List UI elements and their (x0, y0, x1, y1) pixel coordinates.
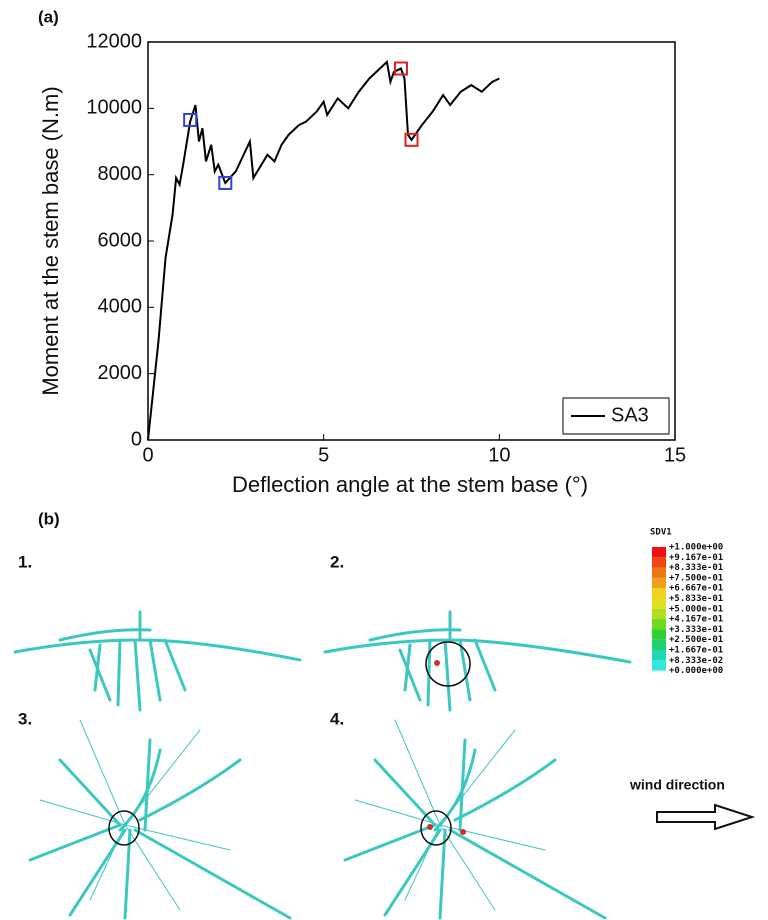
highlight-marker (393, 61, 408, 76)
colorbar-label: +8.333e-02 (669, 656, 723, 666)
damage-circle (425, 641, 471, 687)
damage-spot (434, 660, 440, 666)
colorbar-swatch (652, 567, 666, 578)
subpanel-label: 2. (330, 552, 344, 571)
damage-circle (420, 810, 452, 846)
colorbar-swatch (652, 588, 666, 599)
colorbar-swatch (652, 619, 666, 630)
data-line (147, 59, 500, 441)
y-tick-label: 0 (131, 428, 142, 450)
highlight-marker (404, 132, 419, 147)
x-tick-label: 0 (142, 444, 153, 466)
colorbar-swatch (652, 608, 666, 620)
colorbar-swatch (652, 629, 666, 640)
plot-frame (147, 41, 676, 441)
colorbar-swatch (652, 557, 666, 568)
colorbar-label: +6.667e-01 (669, 584, 723, 594)
colorbar-label: +5.000e-01 (669, 604, 723, 614)
damage-spot (460, 829, 466, 835)
y-tick-label: 2000 (98, 362, 143, 384)
damage-spot (427, 824, 433, 830)
colorbar-label: +1.667e-01 (669, 646, 723, 656)
colorbar-swatch (652, 598, 666, 609)
y-tick-label: 6000 (98, 229, 143, 251)
colorbar: +1.000e+00+9.167e-01+8.333e-01+7.500e-01… (652, 543, 723, 676)
y-tick-label: 12000 (86, 30, 142, 52)
highlight-marker (218, 175, 233, 190)
colorbar-label: +8.333e-01 (669, 563, 723, 573)
colorbar-label: +3.333e-01 (669, 625, 723, 635)
y-tick-label: 10000 (86, 97, 142, 119)
legend-label: SA3 (611, 404, 649, 426)
colorbar-swatch (652, 577, 666, 589)
colorbar-label: +0.000e+00 (669, 666, 723, 676)
x-axis-title: Deflection angle at the stem base (°) (232, 472, 588, 497)
damage-circle (108, 810, 140, 846)
y-tick-label: 4000 (98, 296, 143, 318)
root-system (13, 610, 632, 920)
colorbar-label: +9.167e-01 (669, 553, 723, 563)
wind-arrow (656, 803, 756, 831)
y-axis-title: Moment at the stem base (N.m) (38, 86, 63, 395)
panel-label: (a) (38, 7, 59, 26)
x-tick-label: 10 (488, 444, 510, 466)
fine-roots (39, 719, 546, 911)
x-tick-label: 15 (664, 444, 686, 466)
x-tick-label: 5 (318, 444, 329, 466)
colorbar-label: +1.000e+00 (669, 543, 723, 553)
root-images: 1. 2. 3. 4. (13, 552, 632, 920)
highlight-marker (183, 112, 198, 127)
colorbar-swatch (652, 650, 666, 661)
subpanel-label: 3. (18, 709, 32, 728)
wind-label: wind direction (629, 777, 725, 793)
colorbar-label: +2.500e-01 (669, 635, 723, 645)
panel-label: (b) (38, 509, 60, 528)
y-tick-label: 8000 (98, 163, 143, 185)
colorbar-label: +5.833e-01 (669, 594, 723, 604)
subpanel-label: 1. (18, 552, 32, 571)
colorbar-swatch (652, 639, 666, 650)
colorbar-title: SDV1 (650, 528, 672, 538)
colorbar-swatch (652, 660, 666, 671)
subpanel-label: 4. (330, 709, 344, 728)
colorbar-label: +7.500e-01 (669, 573, 723, 583)
colorbar-label: +4.167e-01 (669, 615, 723, 625)
colorbar-swatch (652, 547, 666, 558)
